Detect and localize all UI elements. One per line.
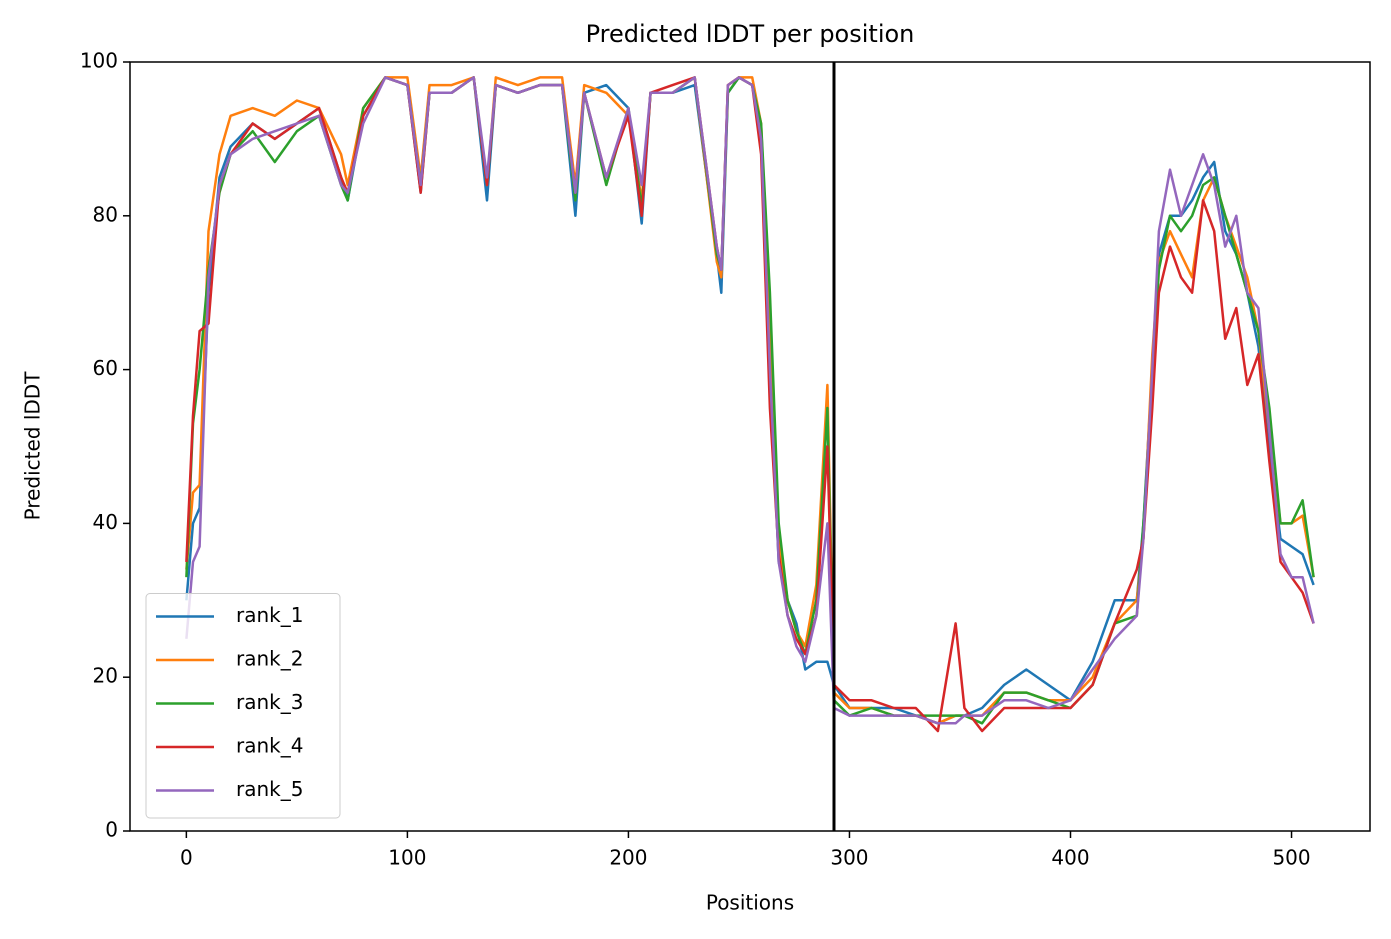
x-axis-label: Positions xyxy=(706,891,794,915)
y-tick-label: 100 xyxy=(80,49,118,73)
x-tick-label: 100 xyxy=(388,846,426,870)
y-axis-label: Predicted lDDT xyxy=(21,371,45,521)
legend: rank_1 rank_2 rank_3 rank_4 rank_5 xyxy=(145,593,341,819)
series-line xyxy=(185,76,1315,725)
y-tick-label: 80 xyxy=(93,202,118,226)
legend-label: rank_3 xyxy=(236,690,303,714)
legend-label: rank_1 xyxy=(236,603,303,627)
y-tick-label: 40 xyxy=(93,510,118,534)
series-line xyxy=(185,76,1315,725)
series-line xyxy=(185,76,1315,725)
legend-label: rank_5 xyxy=(236,777,303,801)
series-line xyxy=(185,76,1315,725)
x-tick-label: 400 xyxy=(1051,846,1089,870)
chart-title: Predicted lDDT per position xyxy=(586,20,915,48)
legend-label: rank_2 xyxy=(236,647,303,671)
y-tick-label: 0 xyxy=(105,818,118,842)
x-tick-label: 200 xyxy=(609,846,647,870)
legend-box xyxy=(145,593,341,819)
x-tick-label: 300 xyxy=(830,846,868,870)
legend-label: rank_4 xyxy=(236,734,303,758)
x-tick-label: 500 xyxy=(1272,846,1310,870)
x-tick-label: 0 xyxy=(180,846,193,870)
axes-frame xyxy=(129,61,1371,832)
series-line xyxy=(185,76,1315,733)
y-tick-label: 60 xyxy=(93,356,118,380)
y-tick-label: 20 xyxy=(93,664,118,688)
